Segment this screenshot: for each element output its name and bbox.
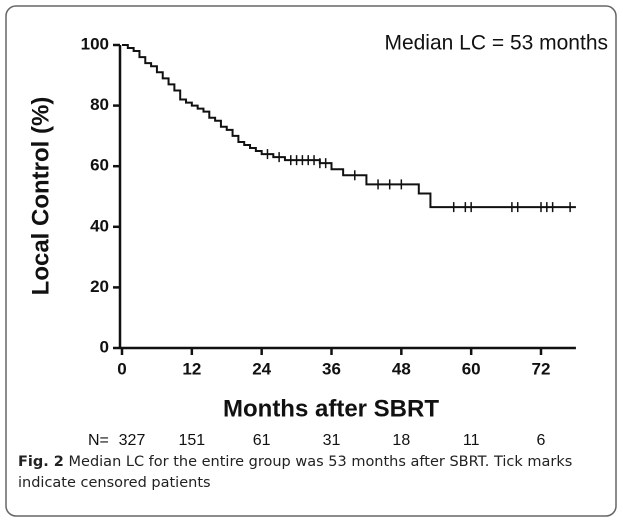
y-tick-label: 100: [81, 34, 109, 53]
x-tick-label: 12: [182, 359, 201, 378]
x-tick-label: 72: [532, 359, 551, 378]
at-risk-count: 31: [323, 432, 341, 449]
x-tick-label: 36: [322, 359, 341, 378]
x-tick-label: 48: [392, 359, 411, 378]
at-risk-label: N=: [88, 432, 109, 449]
y-tick-label: 40: [90, 216, 109, 235]
y-tick-label: 20: [90, 277, 109, 296]
x-tick-label: 0: [117, 359, 126, 378]
y-tick-label: 0: [100, 337, 109, 356]
at-risk-count: 61: [253, 432, 271, 449]
caption-text: Median LC for the entire group was 53 mo…: [18, 454, 573, 491]
x-tick-label: 60: [462, 359, 481, 378]
at-risk-count: 327: [119, 432, 146, 449]
frame: [5, 5, 617, 517]
caption-label: Fig. 2: [18, 454, 64, 470]
x-axis-title: Months after SBRT: [223, 395, 439, 422]
survival-curve: [122, 44, 576, 209]
y-axis-title: Local Control (%): [27, 97, 54, 296]
y-tick-label: 80: [90, 95, 109, 114]
at-risk-count: 151: [178, 432, 205, 449]
annotation: Median LC = 53 months: [384, 32, 608, 55]
at-risk-count: 18: [392, 432, 410, 449]
at-risk-count: 11: [463, 432, 480, 449]
at-risk-count: 6: [537, 432, 546, 449]
y-tick-label: 60: [90, 156, 109, 175]
x-tick-label: 24: [252, 359, 271, 378]
caption: Fig. 2 Median LC for the entire group wa…: [18, 452, 603, 494]
